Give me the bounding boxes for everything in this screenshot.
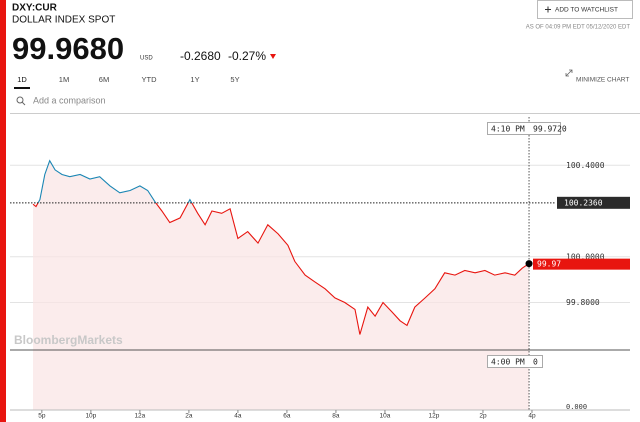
last-value-box [533,258,630,270]
y-tick-label: 99.8000 [566,298,600,307]
currency: USD [140,56,153,62]
previous-close-label: 100.2360 [564,198,603,207]
x-tick-label: 12a [134,413,145,420]
lower-axis-label: 0.000 [566,403,587,411]
button-frame[interactable] [537,0,633,19]
instrument-name: DOLLAR INDEX SPOT [12,15,115,26]
crosshair-bottom-time: 4:00 PM [491,358,525,367]
as-of: AS OF 04:09 PM EDT 05/12/2020 EDT [526,25,631,31]
x-tick-label: 10a [380,413,391,420]
range-tab[interactable]: 5Y [230,75,239,84]
accent-bar [0,0,6,422]
previous-close-box [557,196,630,209]
x-tick-label: 2a [185,413,193,420]
comparison-input[interactable]: Add a comparison [33,95,106,105]
last-value-label: 99.97 [537,260,561,269]
crosshair-value: 99.9720 [533,125,567,134]
button-label[interactable]: ADD TO WATCHLIST [555,7,618,14]
x-tick-label: 4p [528,413,536,420]
x-tick-label: 5p [38,413,46,420]
crosshair-bottom-box [487,355,543,368]
x-tick-label: 8a [332,413,340,420]
x-tick-label: 6a [283,413,291,420]
minimize-chart[interactable]: MINIMIZE CHART [576,77,629,84]
down-arrow [270,54,276,59]
y-tick-label: 100.4000 [566,161,605,170]
range-tab[interactable]: 1Y [190,75,199,84]
crosshair-top-box [487,122,561,135]
range-tab[interactable]: 1M [59,75,69,84]
x-tick-label: 2p [479,413,487,420]
ticker: DXY:CUR [12,3,58,14]
x-tick-label: 10p [85,413,96,420]
x-tick-label: 12p [429,413,440,420]
price-line [32,159,530,335]
crosshair-time: 4:10 PM [491,125,525,134]
watermark: BloombergMarkets [14,333,123,347]
change-percent: -0.27% [228,49,266,63]
minimize-icon [565,69,573,77]
change: -0.2680 [180,49,221,63]
range-tabs: 1D 1M 6M YTD 1Y 5Y [14,75,240,89]
range-tab[interactable]: YTD [142,75,158,84]
search-icon-handle [21,101,26,106]
y-tick-label: 100.0000 [566,252,605,261]
crosshair-bottom-value: 0 [533,358,538,367]
chart: 100.4000 100.0000 99.8000 100.2360 99.97 4:10… [10,117,630,420]
range-tab[interactable]: 1D [17,75,27,84]
active-tab-underline [14,87,30,89]
range-tab[interactable]: 6M [99,75,109,84]
search-icon [16,96,24,104]
price: 99.9680 [12,31,124,66]
watchlist-button[interactable]: ADD TO WATCHLIST [537,0,633,19]
area-fill [33,160,530,410]
plus-icon [545,6,551,13]
x-tick-label: 4a [234,413,242,420]
last-point [525,260,533,268]
